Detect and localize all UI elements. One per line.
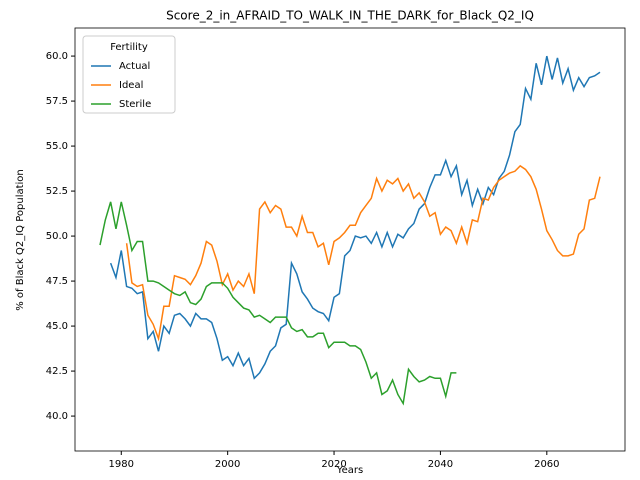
x-tick-label: 2000	[215, 459, 240, 470]
line-series	[125, 164, 601, 342]
x-tick-label: 1980	[109, 459, 134, 470]
chart-title: Score_2_in_AFRAID_TO_WALK_IN_THE_DARK_fo…	[166, 9, 534, 23]
y-tick-label: 45.0	[46, 321, 68, 332]
x-tick-label: 2020	[321, 459, 346, 470]
y-tick-label: 57.5	[46, 96, 68, 107]
x-axis-label: Years	[336, 465, 363, 476]
y-tick-label: 47.5	[46, 276, 68, 287]
y-tick-label: 40.0	[46, 411, 68, 422]
y-tick-label: 55.0	[46, 141, 68, 152]
line-series	[109, 55, 601, 380]
x-tick-label: 2040	[428, 459, 453, 470]
legend-title: Fertility	[110, 42, 148, 53]
legend-label: Actual	[119, 61, 150, 72]
line-series	[99, 201, 457, 406]
legend-label: Sterile	[119, 99, 151, 110]
legend-label: Ideal	[119, 80, 143, 91]
x-tick-label: 2060	[534, 459, 559, 470]
y-tick-label: 60.0	[46, 51, 68, 62]
y-tick-label: 50.0	[46, 231, 68, 242]
legend: Fertility Actual Ideal Sterile	[82, 35, 176, 114]
legend-frame	[82, 35, 176, 114]
y-tick-label: 52.5	[46, 186, 68, 197]
plot-frame	[74, 27, 626, 452]
y-axis-label: % of Black Q2_IQ Population	[15, 169, 26, 311]
y-tick-label: 42.5	[46, 366, 68, 377]
